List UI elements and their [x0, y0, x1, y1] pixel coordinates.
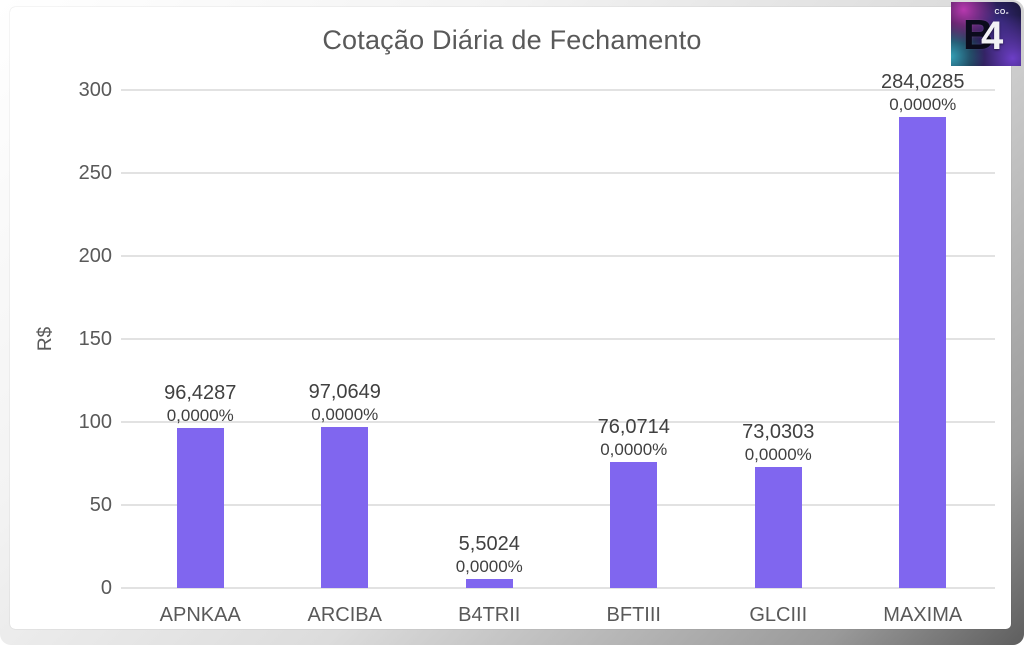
- bar-value-maxima: 284,0285: [881, 70, 965, 93]
- bar-maxima: [899, 116, 947, 588]
- chart-title: Cotação Diária de Fechamento: [322, 25, 702, 55]
- bar-arciba: [321, 426, 369, 588]
- x-tick-label-b4trii: B4TRII: [458, 604, 521, 626]
- logo-letter-b: B: [963, 11, 994, 58]
- gridline-150: [121, 338, 995, 340]
- b4-co2-logo: B 4 CO₂: [951, 2, 1021, 66]
- bar-percent-b4trii: 0,0000%: [455, 556, 523, 576]
- x-tick-label-arciba: ARCIBA: [307, 604, 382, 626]
- bar-value-bftiii: 76,0714: [597, 415, 670, 438]
- bar-label-maxima: 284,0285 0,0000%: [848, 70, 998, 115]
- bar-value-arciba: 97,0649: [308, 380, 381, 403]
- gridline-50: [121, 504, 995, 506]
- x-tick-label-maxima: MAXIMA: [883, 604, 963, 626]
- y-tick-label-200: 200: [78, 245, 112, 267]
- gridline-100: [121, 421, 995, 423]
- gridline-200: [121, 255, 995, 257]
- bar-label-b4trii: 5,5024 0,0000%: [414, 532, 564, 577]
- y-tick-label-0: 0: [100, 577, 112, 599]
- bar-apnkaa: [176, 427, 224, 588]
- gridline-0: [121, 587, 995, 589]
- bar-percent-bftiii: 0,0000%: [600, 439, 668, 459]
- y-tick-label-300: 300: [78, 79, 112, 101]
- bar-bftiii: [610, 461, 658, 588]
- bar-label-glciii: 73,0303 0,0000%: [703, 420, 853, 465]
- bar-value-b4trii: 5,5024: [458, 532, 520, 555]
- bar-label-apnkaa: 96,4287 0,0000%: [125, 381, 275, 426]
- y-tick-label-100: 100: [78, 411, 112, 433]
- bar-value-glciii: 73,0303: [742, 420, 815, 443]
- bar-percent-arciba: 0,0000%: [311, 404, 379, 424]
- x-tick-label-apnkaa: APNKAA: [159, 604, 241, 626]
- bar-b4trii: [465, 578, 513, 588]
- logo-co2-text: CO₂: [994, 9, 1009, 16]
- gridline-250: [121, 172, 995, 174]
- bar-percent-glciii: 0,0000%: [744, 444, 812, 464]
- bar-percent-apnkaa: 0,0000%: [166, 405, 234, 425]
- bar-label-bftiii: 76,0714 0,0000%: [559, 415, 709, 460]
- bar-glciii: [754, 466, 802, 588]
- bar-percent-maxima: 0,0000%: [889, 94, 957, 114]
- x-tick-label-bftiii: BFTIII: [606, 604, 661, 626]
- y-tick-label-150: 150: [78, 328, 112, 350]
- gridline-300: [121, 89, 995, 91]
- y-tick-label-250: 250: [78, 162, 112, 184]
- bar-value-apnkaa: 96,4287: [164, 381, 237, 404]
- logo-digit-4: 4: [981, 14, 1004, 58]
- x-tick-label-glciii: GLCIII: [749, 604, 808, 626]
- bar-label-arciba: 97,0649 0,0000%: [270, 380, 420, 425]
- y-tick-label-50: 50: [89, 494, 112, 516]
